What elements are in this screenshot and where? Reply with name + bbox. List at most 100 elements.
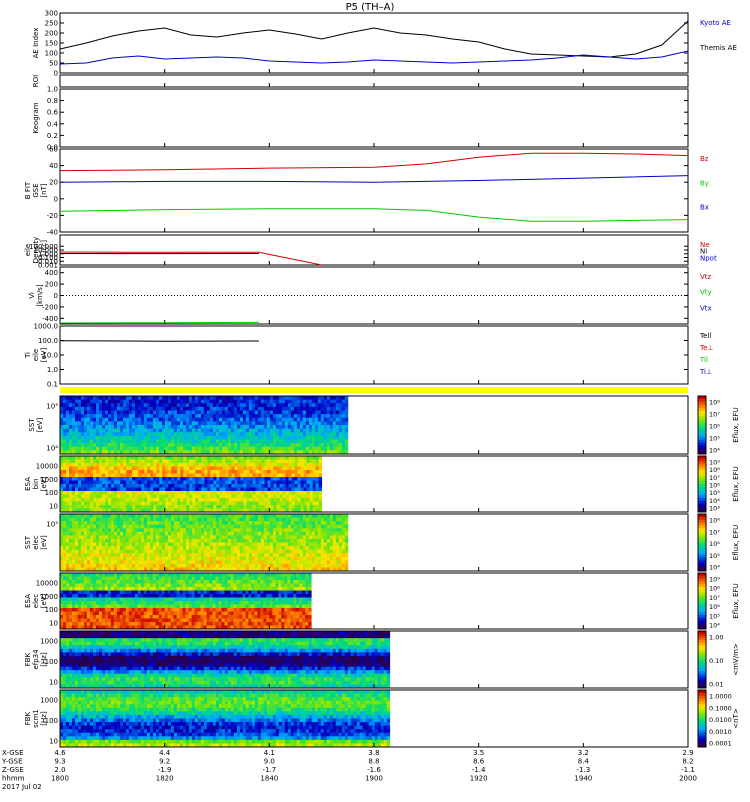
sst2-cell — [291, 543, 294, 547]
sst2-cell — [216, 514, 219, 518]
sst1-cell — [216, 443, 219, 447]
sst1-cell — [207, 407, 210, 411]
esa1-cell — [66, 491, 69, 495]
sst1-cell — [318, 440, 321, 444]
sst1-cell — [234, 447, 237, 451]
esa1-cell — [268, 463, 271, 467]
esa1-cell — [141, 505, 144, 509]
sst1-cell — [324, 403, 327, 407]
sst1-cell — [150, 411, 153, 415]
sst2-colorbar-cell — [698, 523, 706, 526]
sst1-cell — [198, 447, 201, 451]
esa1-cell — [177, 488, 180, 492]
esa2-cell — [281, 577, 284, 581]
sst1-cell — [342, 429, 345, 433]
sst1-cell — [150, 414, 153, 418]
sst2-cell — [147, 518, 150, 522]
esa1-cell — [234, 484, 237, 488]
sst2-cell — [93, 514, 96, 518]
esa1-cell — [129, 463, 132, 467]
esa1-cell — [298, 502, 301, 506]
esa1-cell — [319, 474, 322, 478]
sst1-cell — [270, 447, 273, 451]
sst2-cell — [117, 528, 120, 532]
esa1-cell — [99, 470, 102, 474]
esa1-cell — [165, 484, 168, 488]
esa1-cell — [256, 484, 259, 488]
sst2-cell — [231, 532, 234, 536]
esa1-cell — [262, 470, 265, 474]
sst2-cell — [243, 525, 246, 529]
sst1-cell — [327, 414, 330, 418]
sst2-cell — [234, 521, 237, 525]
sst1-cell — [267, 400, 270, 404]
esa1-cell — [78, 477, 81, 481]
esa1-cell — [271, 498, 274, 502]
esa1-cell — [319, 505, 322, 509]
sst2-cell — [192, 553, 195, 557]
ae-legend-0: Kyoto AE — [700, 19, 731, 27]
sst2-cell — [291, 546, 294, 550]
sst1-colorbar-tick: 10⁸ — [709, 399, 720, 407]
sst1-cell — [300, 411, 303, 415]
sst2-cell — [309, 535, 312, 539]
sst2-cell — [147, 564, 150, 568]
esa1-cell — [262, 498, 265, 502]
sst1-cell — [144, 403, 147, 407]
sst1-colorbar-cell — [698, 405, 706, 408]
sst1-cell — [264, 440, 267, 444]
sst2-cell — [222, 514, 225, 518]
sst2-cell — [327, 546, 330, 550]
esa1-cell — [189, 502, 192, 506]
sst2-cell — [207, 518, 210, 522]
sst1-cell — [309, 400, 312, 404]
sst1-cell — [93, 432, 96, 436]
esa2-cell — [266, 573, 269, 577]
esa1-cell — [228, 484, 231, 488]
sst1-cell — [159, 443, 162, 447]
esa1-cell — [222, 491, 225, 495]
esa1-cell — [144, 502, 147, 506]
esa1-cell — [259, 498, 262, 502]
sst1-cell — [63, 418, 66, 422]
sst1-cell — [198, 400, 201, 404]
sst2-cell — [210, 539, 213, 543]
esa1-cell — [87, 505, 90, 509]
sst1-cell — [162, 425, 165, 429]
sst1-cell — [255, 425, 258, 429]
sst2-cell — [93, 557, 96, 561]
esa1-cell — [168, 456, 171, 460]
sst1-cell — [279, 421, 282, 425]
esa2-cell — [224, 573, 227, 577]
esa2-cell — [84, 580, 87, 584]
sst1-cell — [330, 418, 333, 422]
esa1-cell — [289, 505, 292, 509]
esa1-cell — [84, 456, 87, 460]
esa2-cell — [248, 577, 251, 581]
sst1-cell — [114, 440, 117, 444]
esa1-cell — [174, 491, 177, 495]
sst2-cell — [102, 521, 105, 525]
esa1-cell — [280, 463, 283, 467]
sst1-colorbar-cell — [698, 442, 706, 445]
sst2-cell — [186, 521, 189, 525]
sst1-cell — [84, 407, 87, 411]
esa2-cell — [78, 573, 81, 577]
sst2-cell — [147, 521, 150, 525]
esa1-cell — [283, 463, 286, 467]
esa1-cell — [274, 491, 277, 495]
sst1-cell — [123, 432, 126, 436]
esa1-cell — [319, 488, 322, 492]
sst2-ylabel: elec — [32, 535, 40, 550]
esa1-cell — [144, 481, 147, 485]
sst1-cell — [321, 414, 324, 418]
esa1-cell — [249, 474, 252, 478]
sst1-cell — [270, 403, 273, 407]
esa1-cell — [195, 505, 198, 509]
sst2-cell — [174, 543, 177, 547]
sst2-cell — [276, 543, 279, 547]
sst1-cell — [216, 400, 219, 404]
esa1-cell — [231, 463, 234, 467]
esa1-cell — [256, 495, 259, 499]
sst2-cell — [246, 525, 249, 529]
